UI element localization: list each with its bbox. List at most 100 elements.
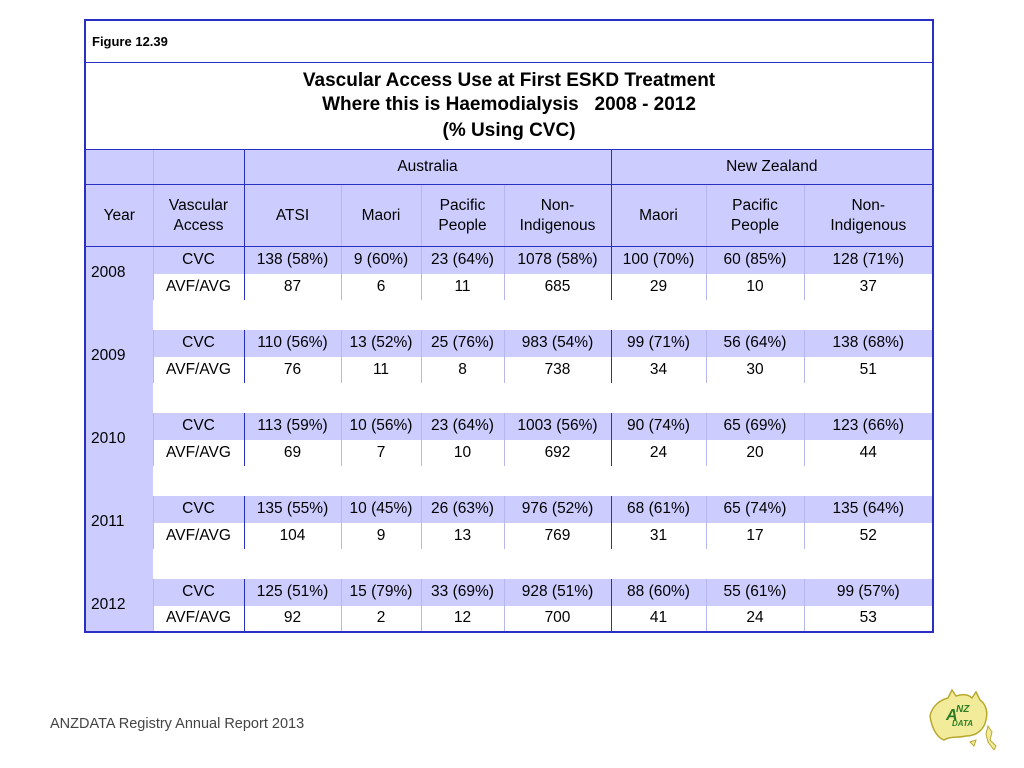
cell-nz-maori: 34 bbox=[611, 356, 707, 383]
spacer-cell bbox=[804, 465, 934, 496]
spacer-cell bbox=[706, 299, 804, 330]
col-nz-non-indigenous-l1: Non- bbox=[851, 196, 886, 214]
cell-nz-non-indigenous: 99 (57%) bbox=[804, 578, 934, 606]
spacer-cell bbox=[421, 299, 504, 330]
col-vascular-access: Vascular Access bbox=[153, 184, 245, 247]
cell-nz-non-indigenous: 44 bbox=[859, 443, 877, 461]
cell-au-pacific: 8 bbox=[421, 356, 505, 383]
cell-nz-pacific: 30 bbox=[706, 356, 805, 383]
spacer-cell bbox=[504, 382, 611, 413]
col-nz-pacific: Pacific People bbox=[706, 184, 805, 247]
cell-au-non-indigenous: 738 bbox=[504, 356, 612, 383]
region-australia: Australia bbox=[244, 149, 612, 185]
cell-au-non-indigenous: 976 (52%) bbox=[504, 495, 612, 523]
cell-nz-pacific: 10 bbox=[706, 273, 805, 300]
col-au-pacific-l2: People bbox=[438, 216, 487, 234]
svg-text:DATA: DATA bbox=[952, 719, 973, 728]
cell-au-maori: 10 (56%) bbox=[341, 412, 422, 440]
cell-au-pacific: 26 (63%) bbox=[421, 495, 505, 523]
access-type-label: CVC bbox=[153, 495, 245, 523]
spacer-cell bbox=[85, 382, 153, 413]
access-type-label: AVF/AVG bbox=[153, 605, 245, 632]
col-au-non-indigenous: Non- Indigenous bbox=[504, 184, 612, 247]
cell-nz-pacific: 65 (74%) bbox=[706, 495, 805, 523]
cell-nz-pacific: 60 (85%) bbox=[706, 246, 805, 274]
spacer-cell bbox=[153, 548, 244, 579]
cell-nz-non-indigenous: 128 (71%) bbox=[804, 246, 934, 274]
cell-atsi: 113 (59%) bbox=[244, 412, 342, 440]
spacer-cell bbox=[85, 299, 153, 330]
cell-nz-non-indigenous: 52 bbox=[859, 526, 877, 544]
col-nz-pacific-l2: People bbox=[730, 216, 780, 234]
col-au-pacific-l1: Pacific bbox=[439, 196, 486, 214]
spacer-cell bbox=[804, 382, 934, 413]
spacer-cell bbox=[804, 548, 934, 579]
cell-au-non-indigenous: 685 bbox=[504, 273, 612, 300]
cell-atsi: 104 bbox=[244, 522, 342, 549]
spacer-cell bbox=[341, 382, 421, 413]
col-au-non-indigenous-l1: Non- bbox=[540, 196, 575, 214]
cell-atsi: 92 bbox=[244, 605, 342, 632]
cell-au-pacific: 25 (76%) bbox=[421, 329, 505, 357]
cell-au-pacific: 23 (64%) bbox=[421, 412, 505, 440]
cell-au-pacific: 23 (64%) bbox=[421, 246, 505, 274]
access-type-label: AVF/AVG bbox=[153, 273, 245, 300]
title-line-3: (% Using CVC) bbox=[442, 120, 576, 141]
cell-au-pacific: 10 bbox=[421, 439, 505, 466]
spacer-cell bbox=[421, 382, 504, 413]
spacer-cell bbox=[153, 299, 244, 330]
col-vascular-access-l2: Access bbox=[173, 216, 224, 234]
cell-nz-maori: 90 (74%) bbox=[611, 412, 707, 440]
cell-au-maori: 15 (79%) bbox=[341, 578, 422, 606]
table-row-2009-cvc: 2009 CVC 110 (56%) 13 (52%) 25 (76%) 983 (54%… bbox=[85, 329, 934, 383]
spacer-cell bbox=[611, 548, 706, 579]
spacer-cell bbox=[85, 465, 153, 496]
table-row-2008-avf: AVF/AVG 87 6 11 685 29 10 37 bbox=[85, 273, 933, 300]
col-nz-pacific-l1: Pacific bbox=[732, 196, 778, 214]
cell-nz-non-indigenous: 37 bbox=[859, 277, 877, 295]
spacer-cell bbox=[421, 548, 504, 579]
col-nz-non-indigenous: Non- Indigenous bbox=[804, 184, 934, 247]
cell-au-maori: 7 bbox=[341, 439, 422, 466]
cell-nz-maori: 31 bbox=[611, 522, 707, 549]
table-row-2011-avf: AVF/AVG 104 9 13 769 31 17 52 bbox=[85, 522, 933, 549]
figure-title: Vascular Access Use at First ESKD Treatm… bbox=[85, 62, 934, 150]
cell-nz-maori: 29 bbox=[611, 273, 707, 300]
title-line-1: Vascular Access Use at First ESKD Treatm… bbox=[302, 70, 716, 91]
cell-nz-maori: 99 (71%) bbox=[611, 329, 707, 357]
footer-text: ANZDATA Registry Annual Report 2013 bbox=[50, 716, 305, 732]
cell-nz-maori: 41 bbox=[611, 605, 707, 632]
cell-au-maori: 6 bbox=[341, 273, 422, 300]
cell-au-maori: 13 (52%) bbox=[341, 329, 422, 357]
year-cell: 2010 bbox=[85, 412, 154, 466]
spacer-cell bbox=[153, 382, 244, 413]
table-row-2010-avf: AVF/AVG 69 7 10 692 24 20 44 bbox=[85, 439, 933, 466]
cell-nz-pacific: 17 bbox=[706, 522, 805, 549]
cell-nz-non-indigenous: 135 (64%) bbox=[804, 495, 934, 523]
cell-au-non-indigenous: 700 bbox=[504, 605, 612, 632]
year-cell: 2011 bbox=[85, 495, 154, 549]
cell-au-pacific: 11 bbox=[421, 273, 505, 300]
cell-au-pacific: 33 (69%) bbox=[421, 578, 505, 606]
cell-nz-pacific: 24 bbox=[706, 605, 805, 632]
table-row-2012-avf: AVF/AVG 92 2 12 700 41 24 53 bbox=[85, 605, 933, 632]
cell-nz-maori: 88 (60%) bbox=[611, 578, 707, 606]
spacer-cell bbox=[504, 548, 611, 579]
cell-au-non-indigenous: 983 (54%) bbox=[504, 329, 612, 357]
cell-atsi: 135 (55%) bbox=[244, 495, 342, 523]
cell-nz-maori: 100 (70%) bbox=[611, 246, 707, 274]
cell-au-pacific: 13 bbox=[421, 522, 505, 549]
spacer-cell bbox=[153, 465, 244, 496]
cell-nz-pacific: 65 (69%) bbox=[706, 412, 805, 440]
cell-nz-non-indigenous: 51 bbox=[859, 360, 877, 378]
table-row-2012-cvc: 2012 CVC 125 (51%) 15 (79%) 33 (69%) 928 (51%… bbox=[85, 578, 934, 632]
table-row-2008-cvc: 2008 CVC 138 (58%) 9 (60%) 23 (64%) 1078 (58%… bbox=[85, 246, 934, 300]
spacer-cell bbox=[85, 548, 153, 579]
cell-au-maori: 10 (45%) bbox=[341, 495, 422, 523]
access-type-label: CVC bbox=[153, 246, 245, 274]
col-au-non-indigenous-l2: Indigenous bbox=[519, 216, 596, 234]
spacer-row bbox=[85, 299, 934, 330]
access-type-label: AVF/AVG bbox=[153, 356, 245, 383]
col-year: Year bbox=[85, 184, 154, 247]
cell-nz-pacific: 56 (64%) bbox=[706, 329, 805, 357]
